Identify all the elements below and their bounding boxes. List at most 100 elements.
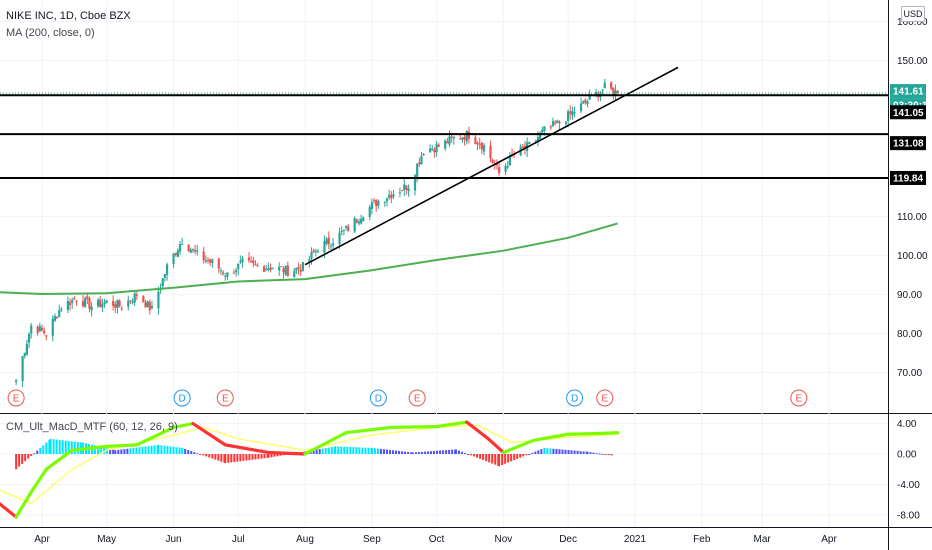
candle (127, 295, 130, 311)
candle-body (323, 241, 326, 253)
earnings-marker: E (596, 389, 614, 407)
histogram-bar (270, 454, 273, 458)
candle (282, 266, 285, 279)
event-circle (596, 389, 614, 407)
histogram-bar (522, 454, 525, 457)
candle-body (146, 301, 149, 307)
histogram-bar (27, 454, 30, 459)
candle (90, 302, 93, 317)
candle-body (142, 295, 145, 303)
candle-body (295, 267, 298, 271)
histogram-bar (604, 454, 607, 455)
candle-body (338, 232, 341, 245)
histogram-bar (327, 447, 330, 454)
candle-body (564, 122, 568, 124)
histogram-bar (208, 454, 211, 458)
candle-body (209, 259, 212, 263)
candle (15, 378, 18, 386)
candle (480, 141, 483, 154)
histogram-bar (439, 450, 442, 454)
candle-body (193, 249, 197, 252)
histogram-bar (582, 451, 585, 454)
candle-body (407, 188, 410, 191)
histogram-bar (364, 447, 367, 454)
candle-body (480, 142, 483, 150)
candle (353, 216, 356, 233)
event-circle (173, 389, 191, 407)
currency-button[interactable]: USD (901, 6, 925, 22)
histogram-bar (196, 453, 199, 455)
candle (237, 263, 240, 276)
histogram-bar (576, 450, 579, 454)
candle (325, 237, 328, 246)
histogram-bar (461, 451, 464, 454)
candle-body (385, 198, 389, 202)
histogram-bar (389, 449, 392, 454)
histogram-bar (534, 451, 537, 454)
histogram-bar (358, 447, 361, 454)
candle (293, 267, 296, 278)
candle (614, 84, 617, 101)
candle-body (144, 302, 147, 308)
candle-body (174, 252, 177, 256)
histogram-bar (601, 453, 604, 455)
candle (554, 119, 557, 126)
candle (312, 248, 315, 254)
histogram-bar (525, 454, 528, 456)
candle-body (523, 145, 527, 149)
candle (232, 269, 235, 274)
candle-body (133, 293, 136, 303)
histogram-bar (184, 448, 187, 454)
candle-body (58, 309, 61, 318)
histogram-bar (589, 452, 592, 454)
histogram-bar (595, 453, 598, 455)
histogram-bar (330, 446, 333, 454)
candle-body (355, 219, 358, 223)
histogram-bar (558, 449, 561, 454)
candle-body (360, 218, 363, 224)
candle (202, 246, 205, 264)
candle-body (362, 217, 365, 221)
x-tick-label: Apr (34, 534, 50, 545)
histogram-bar (18, 454, 21, 467)
histogram-bar (126, 448, 129, 454)
histogram-bar (166, 446, 169, 454)
histogram-bar (528, 454, 531, 455)
candle (120, 305, 123, 311)
candle-body (191, 249, 195, 251)
candle-body (224, 275, 227, 277)
candle (58, 304, 61, 318)
candle-body (556, 120, 559, 124)
candle-body (254, 264, 257, 266)
candle-body (269, 267, 272, 270)
candle (133, 289, 136, 306)
candle (601, 89, 604, 95)
histogram-bar (432, 450, 435, 454)
candle (75, 300, 78, 307)
macd-line-segment (29, 467, 48, 494)
event-circle (369, 389, 387, 407)
candle (222, 269, 225, 276)
candle (209, 258, 212, 266)
candle-body (252, 260, 255, 264)
candle-body (118, 300, 121, 307)
candle (278, 262, 281, 276)
candle-body (314, 250, 317, 252)
histogram-bar (414, 452, 417, 454)
candle (370, 198, 373, 215)
histogram-bar (153, 445, 156, 454)
candle (344, 225, 348, 231)
histogram-bar (411, 452, 414, 454)
x-tick-label: Jul (232, 534, 245, 545)
macd-line-segment (501, 438, 536, 455)
dividend-marker: D (173, 389, 191, 407)
earnings-marker: E (408, 389, 426, 407)
candle-body (234, 270, 238, 273)
candle (407, 184, 410, 197)
candle-body (88, 298, 91, 309)
candle-body (101, 304, 104, 308)
candle (478, 137, 481, 150)
candle-body (55, 316, 59, 319)
histogram-bar (190, 451, 193, 454)
